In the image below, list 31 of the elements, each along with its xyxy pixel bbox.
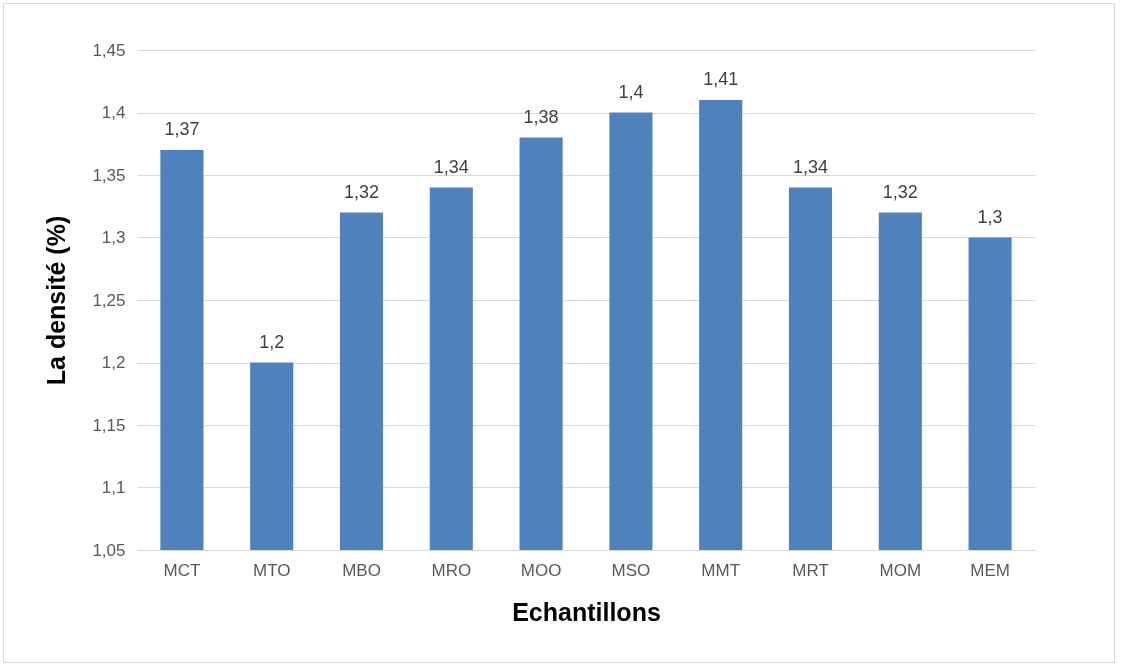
x-tick-label: MOM <box>879 560 922 580</box>
data-label: 1,32 <box>882 181 918 202</box>
x-tick-label: MEM <box>970 560 1010 580</box>
y-tick-label: 1,05 <box>92 540 126 560</box>
y-tick-label: 1,35 <box>92 165 126 185</box>
data-label: 1,41 <box>703 69 739 89</box>
y-tick-label: 1,25 <box>92 290 126 310</box>
data-label: 1,3 <box>977 206 1003 227</box>
y-tick-label: 1,2 <box>101 353 126 372</box>
data-label: 1,4 <box>618 81 644 102</box>
data-label: 1,38 <box>523 106 559 127</box>
x-tick-label: MMT <box>701 560 741 580</box>
y-tick-label: 1,15 <box>92 415 126 435</box>
data-label: 1,34 <box>433 156 469 177</box>
y-tick-label: 1,4 <box>101 103 126 122</box>
data-label: 1,32 <box>343 181 380 202</box>
y-tick-label: 1,3 <box>101 228 126 247</box>
x-tick-label: MCT <box>163 560 201 580</box>
y-axis-title: La densité (%) <box>42 215 71 386</box>
y-tick-label: 1,45 <box>92 40 126 60</box>
x-axis-title: Echantillons <box>512 597 661 626</box>
data-label: 1,2 <box>259 331 285 352</box>
x-tick-label: MRO <box>431 560 472 580</box>
data-label: 1,37 <box>164 119 200 139</box>
data-label: 1,34 <box>792 156 829 177</box>
x-tick-label: MSO <box>611 560 651 580</box>
x-tick-label: MOO <box>520 560 562 580</box>
y-tick-label: 1,1 <box>101 478 126 497</box>
x-tick-label: MTO <box>252 560 291 580</box>
x-tick-label: MBO <box>342 560 381 580</box>
x-tick-label: MRT <box>792 560 829 580</box>
